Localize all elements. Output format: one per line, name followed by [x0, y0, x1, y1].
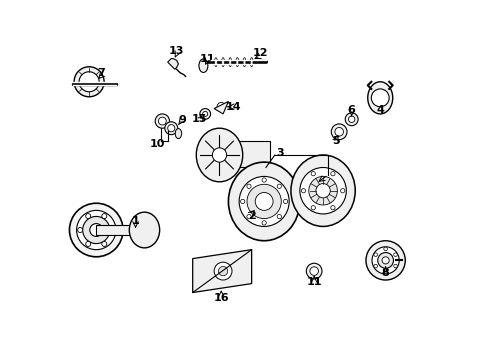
Ellipse shape: [129, 212, 160, 248]
Circle shape: [262, 221, 266, 225]
Circle shape: [69, 203, 123, 257]
Circle shape: [167, 125, 175, 132]
Circle shape: [85, 213, 91, 219]
Circle shape: [330, 206, 334, 210]
Circle shape: [102, 213, 106, 219]
Circle shape: [110, 228, 115, 233]
Text: 7: 7: [98, 68, 105, 78]
Text: 2: 2: [247, 211, 255, 221]
Ellipse shape: [175, 129, 181, 139]
Ellipse shape: [228, 58, 231, 67]
Ellipse shape: [290, 155, 354, 226]
Circle shape: [246, 184, 251, 188]
Text: 5: 5: [331, 136, 339, 146]
Circle shape: [214, 262, 231, 280]
Circle shape: [74, 67, 104, 97]
Circle shape: [309, 267, 318, 275]
Circle shape: [330, 172, 334, 176]
Circle shape: [277, 215, 281, 219]
Text: 14: 14: [225, 102, 241, 112]
Circle shape: [334, 127, 343, 136]
Text: 10: 10: [149, 139, 164, 149]
Text: 3: 3: [276, 148, 284, 158]
Circle shape: [310, 172, 315, 176]
Circle shape: [255, 193, 272, 210]
Circle shape: [310, 206, 315, 210]
Circle shape: [277, 184, 281, 188]
Ellipse shape: [250, 58, 253, 67]
Circle shape: [283, 199, 287, 203]
Circle shape: [79, 72, 99, 92]
Circle shape: [301, 189, 305, 193]
Ellipse shape: [214, 58, 217, 67]
Circle shape: [365, 241, 405, 280]
Circle shape: [262, 178, 266, 182]
Circle shape: [340, 189, 344, 193]
Ellipse shape: [196, 128, 242, 182]
Text: 4: 4: [376, 105, 384, 115]
Circle shape: [203, 111, 207, 116]
Circle shape: [370, 89, 388, 107]
Circle shape: [218, 266, 227, 276]
Circle shape: [345, 113, 357, 126]
Circle shape: [381, 257, 388, 264]
Circle shape: [78, 228, 82, 233]
Circle shape: [377, 252, 393, 268]
Circle shape: [308, 176, 337, 205]
Text: 1: 1: [131, 216, 139, 226]
Text: 11: 11: [199, 54, 214, 64]
Circle shape: [371, 247, 398, 274]
Circle shape: [90, 224, 102, 237]
FancyBboxPatch shape: [96, 225, 142, 235]
Circle shape: [200, 109, 210, 119]
FancyBboxPatch shape: [239, 141, 269, 167]
Circle shape: [239, 176, 288, 226]
Circle shape: [82, 216, 110, 244]
Polygon shape: [167, 59, 178, 69]
Circle shape: [393, 253, 396, 256]
Circle shape: [331, 124, 346, 140]
Ellipse shape: [367, 82, 392, 114]
Text: 8: 8: [381, 268, 388, 278]
Circle shape: [383, 247, 386, 251]
Circle shape: [348, 116, 354, 122]
Circle shape: [393, 264, 396, 268]
Text: 12: 12: [252, 48, 268, 58]
Circle shape: [164, 122, 177, 135]
Text: 6: 6: [347, 105, 355, 115]
Circle shape: [77, 210, 116, 249]
Circle shape: [217, 103, 225, 111]
Circle shape: [383, 270, 386, 274]
Ellipse shape: [228, 162, 299, 241]
Circle shape: [299, 167, 346, 214]
Circle shape: [85, 242, 91, 247]
Circle shape: [212, 148, 226, 162]
Circle shape: [102, 242, 106, 247]
Circle shape: [158, 117, 166, 125]
Text: 11: 11: [306, 277, 321, 287]
Ellipse shape: [199, 59, 207, 72]
Ellipse shape: [221, 58, 224, 67]
Circle shape: [305, 263, 322, 279]
Polygon shape: [214, 102, 228, 114]
Text: 13: 13: [168, 46, 184, 57]
Circle shape: [155, 114, 169, 128]
Circle shape: [133, 219, 156, 242]
Ellipse shape: [235, 58, 238, 67]
Circle shape: [315, 184, 329, 198]
Text: 15: 15: [192, 113, 207, 123]
Text: 16: 16: [213, 293, 228, 303]
Circle shape: [246, 215, 251, 219]
Circle shape: [373, 253, 377, 256]
Text: 9: 9: [178, 115, 185, 125]
Circle shape: [240, 199, 244, 203]
Circle shape: [373, 264, 377, 268]
Polygon shape: [192, 249, 251, 293]
Circle shape: [246, 184, 281, 219]
Ellipse shape: [243, 58, 245, 67]
